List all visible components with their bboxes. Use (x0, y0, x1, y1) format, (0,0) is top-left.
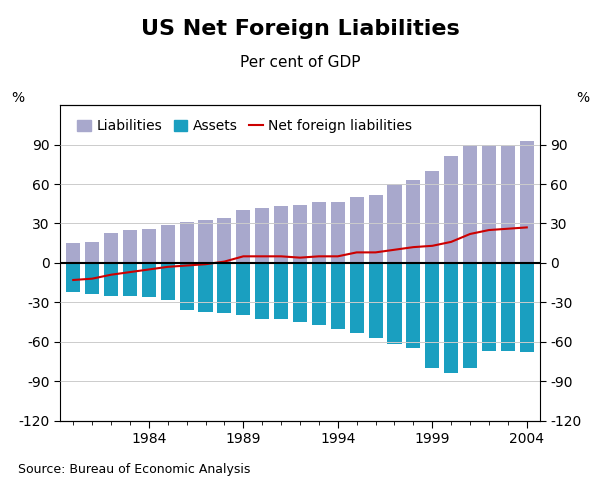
Bar (331, 263, 345, 329)
Bar (368, 263, 383, 338)
Bar (406, 180, 421, 263)
Bar (123, 263, 137, 296)
Bar (350, 197, 364, 263)
Bar (482, 263, 496, 351)
Text: Per cent of GDP: Per cent of GDP (240, 55, 360, 70)
Bar (179, 263, 194, 310)
Bar (123, 230, 137, 263)
Text: %: % (11, 91, 24, 105)
Bar (142, 263, 156, 297)
Bar (161, 263, 175, 300)
Text: Source: Bureau of Economic Analysis: Source: Bureau of Economic Analysis (18, 463, 250, 476)
Bar (501, 263, 515, 351)
Bar (274, 263, 288, 319)
Bar (199, 219, 212, 263)
Bar (501, 146, 515, 263)
Bar (274, 206, 288, 263)
Bar (85, 242, 99, 263)
Bar (388, 263, 401, 344)
Bar (312, 263, 326, 325)
Bar (104, 233, 118, 263)
Bar (66, 263, 80, 292)
Bar (388, 184, 401, 263)
Bar (236, 210, 250, 263)
Bar (85, 263, 99, 294)
Bar (444, 263, 458, 373)
Bar (350, 263, 364, 333)
Bar (255, 207, 269, 263)
Bar (520, 141, 534, 263)
Bar (482, 144, 496, 263)
Bar (161, 225, 175, 263)
Bar (179, 222, 194, 263)
Bar (66, 243, 80, 263)
Legend: Liabilities, Assets, Net foreign liabilities: Liabilities, Assets, Net foreign liabili… (72, 114, 418, 139)
Bar (331, 203, 345, 263)
Bar (463, 263, 477, 368)
Bar (463, 144, 477, 263)
Bar (217, 263, 232, 313)
Text: %: % (576, 91, 589, 105)
Bar (425, 263, 439, 368)
Bar (199, 263, 212, 312)
Bar (142, 229, 156, 263)
Bar (293, 263, 307, 322)
Bar (312, 203, 326, 263)
Bar (104, 263, 118, 296)
Bar (520, 263, 534, 352)
Text: US Net Foreign Liabilities: US Net Foreign Liabilities (140, 19, 460, 39)
Bar (406, 263, 421, 348)
Bar (425, 171, 439, 263)
Bar (293, 205, 307, 263)
Bar (368, 195, 383, 263)
Bar (444, 156, 458, 263)
Bar (255, 263, 269, 319)
Bar (217, 218, 232, 263)
Bar (236, 263, 250, 315)
